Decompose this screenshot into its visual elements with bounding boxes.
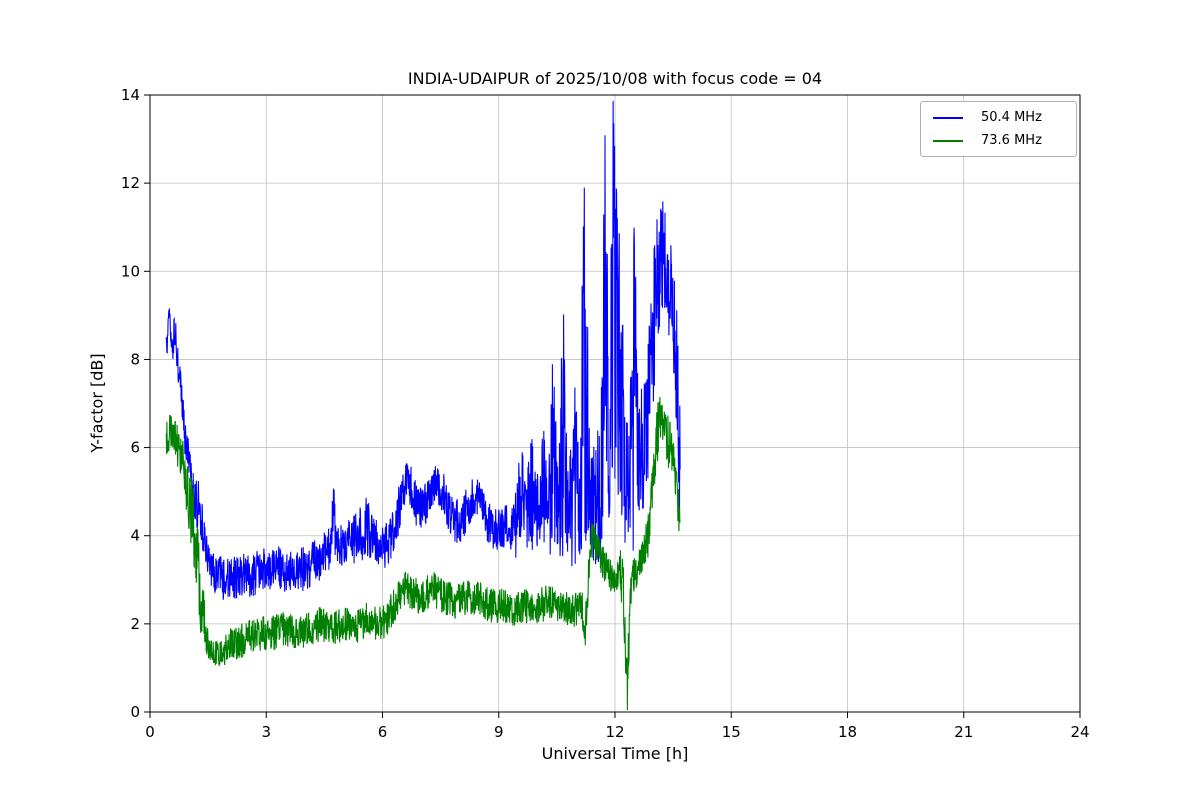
legend-item: 73.6 MHz <box>931 133 1066 148</box>
y-tick-label: 0 <box>130 703 140 721</box>
x-tick-label: 0 <box>145 723 155 741</box>
legend-line-swatch <box>933 139 963 142</box>
y-axis-label: Y-factor [dB] <box>87 353 107 453</box>
legend-label: 50.4 MHz <box>981 110 1042 125</box>
series-line <box>165 396 681 711</box>
y-tick-label: 8 <box>130 350 140 368</box>
legend-line-swatch <box>933 116 963 119</box>
legend-item: 50.4 MHz <box>931 110 1066 125</box>
y-tick-label: 4 <box>130 527 140 545</box>
series-line <box>165 100 681 600</box>
x-tick-label: 15 <box>722 723 741 741</box>
x-tick-label: 18 <box>838 723 857 741</box>
y-tick-label: 12 <box>121 174 140 192</box>
chart-title: INDIA-UDAIPUR of 2025/10/08 with focus c… <box>407 69 823 88</box>
x-tick-label: 21 <box>954 723 973 741</box>
y-tick-label: 2 <box>130 615 140 633</box>
x-tick-label: 9 <box>494 723 504 741</box>
y-tick-label: 10 <box>121 262 140 280</box>
x-tick-label: 12 <box>605 723 624 741</box>
x-tick-label: 6 <box>378 723 388 741</box>
x-tick-label: 24 <box>1070 723 1089 741</box>
y-tick-label: 6 <box>130 439 140 457</box>
x-axis-label: Universal Time [h] <box>541 744 689 763</box>
legend-label: 73.6 MHz <box>981 133 1042 148</box>
legend: 50.4 MHz 73.6 MHz <box>920 101 1077 157</box>
y-tick-label: 14 <box>121 86 140 104</box>
x-tick-label: 3 <box>261 723 271 741</box>
